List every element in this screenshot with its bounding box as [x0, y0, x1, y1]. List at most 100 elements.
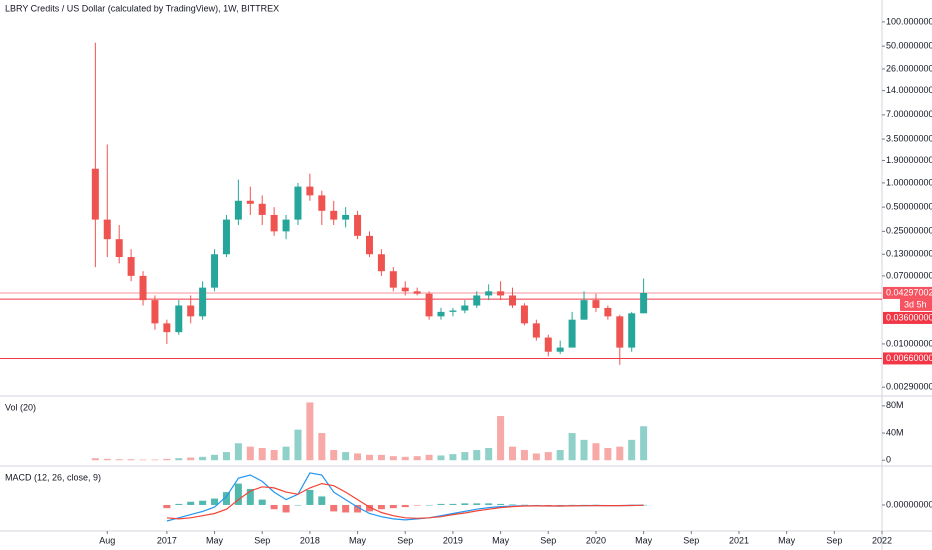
- x-tick-label: 2022: [872, 535, 892, 545]
- volume-bar: [592, 443, 600, 461]
- candle-body: [127, 257, 135, 276]
- volume-bar: [365, 454, 373, 461]
- macd-histogram-bar: [509, 504, 517, 505]
- x-tick-label: 2018: [300, 535, 320, 545]
- macd-histogram-bar: [389, 504, 397, 509]
- candle-body: [580, 300, 588, 320]
- x-tick-label: May: [206, 535, 224, 545]
- candle-body: [294, 186, 302, 220]
- macd-histogram-bar: [211, 498, 219, 505]
- candle-body: [377, 254, 385, 272]
- candle-body: [544, 337, 552, 352]
- y-tick-label: 1.90000000: [886, 155, 932, 165]
- volume-bar: [115, 459, 123, 461]
- macd-histogram-bar: [520, 504, 528, 506]
- macd-histogram-bar: [413, 504, 421, 506]
- candle-body: [389, 271, 397, 288]
- candle-body: [497, 291, 505, 296]
- macd-line: [166, 482, 644, 520]
- candle-body: [342, 214, 350, 220]
- last-price-label: 0.04297002: [886, 287, 932, 297]
- candle-body: [103, 219, 111, 240]
- volume-bar: [354, 453, 362, 461]
- candle-body: [365, 235, 373, 255]
- candle-body: [318, 195, 326, 211]
- volume-bar: [544, 452, 552, 461]
- volume-bar: [449, 454, 457, 461]
- candle-body: [139, 275, 147, 301]
- macd-histogram-bar: [199, 500, 207, 505]
- volume-bar: [568, 433, 576, 461]
- x-tick-label: 2020: [586, 535, 606, 545]
- volume-bar: [163, 458, 171, 461]
- level-box: [883, 311, 932, 324]
- level-label: 0.03600000: [886, 312, 932, 322]
- macd-histogram-bar: [318, 496, 326, 505]
- candle-body: [437, 311, 445, 317]
- x-tick-label: 2021: [729, 535, 749, 545]
- macd-histogram-bar: [270, 504, 278, 510]
- x-tick-label: May: [349, 535, 367, 545]
- x-tick-label: May: [635, 535, 653, 545]
- level-box: [883, 352, 932, 365]
- volume-bar: [199, 456, 207, 461]
- macd-histogram-bar: [354, 504, 362, 513]
- macd-histogram-bar: [377, 504, 385, 510]
- volume-bar: [509, 446, 517, 461]
- candle-body: [234, 200, 242, 220]
- candle-body: [640, 292, 648, 314]
- candle-body: [282, 219, 290, 232]
- candle-body: [520, 305, 528, 324]
- volume-bar: [282, 446, 290, 461]
- y-tick-label: 1.00000000: [886, 177, 932, 187]
- volume-bar: [306, 402, 314, 461]
- macd-histogram-bar: [246, 488, 254, 505]
- candle-body: [151, 300, 159, 324]
- volume-bar: [628, 439, 636, 461]
- volume-bar: [103, 458, 111, 461]
- candle-body: [604, 307, 612, 317]
- volume-bar: [437, 455, 445, 461]
- macd-histogram-bar: [187, 501, 195, 505]
- volume-bar: [187, 457, 195, 461]
- candle-body: [556, 347, 564, 352]
- volume-bar: [211, 454, 219, 461]
- countdown-box: [900, 298, 932, 311]
- y-tick-label: 0.01000000: [886, 338, 932, 348]
- y-tick-label: 0.25000000: [886, 226, 932, 236]
- macd-histogram-bar: [234, 483, 242, 505]
- candle-body: [473, 295, 481, 306]
- volume-bar: [389, 456, 397, 461]
- volume-bar: [377, 454, 385, 461]
- volume-bar: [294, 429, 302, 461]
- candle-body: [258, 203, 266, 215]
- candle-body: [461, 305, 469, 311]
- macd-histogram-bar: [175, 503, 183, 505]
- y-tick-label: 26.00000000: [886, 63, 932, 73]
- candle-body: [401, 287, 409, 292]
- y-tick-label: 50.00000000: [886, 40, 932, 50]
- volume-bar: [318, 433, 326, 461]
- y-tick-label: 14.00000000: [886, 85, 932, 95]
- macd-histogram-bar: [222, 492, 230, 505]
- macd-histogram-bar: [556, 504, 564, 506]
- x-tick-label: 2019: [443, 535, 463, 545]
- volume-bar: [640, 426, 648, 461]
- volume-bar: [139, 459, 147, 461]
- candle-body: [270, 214, 278, 232]
- last-price-box: [883, 286, 932, 299]
- candle-body: [330, 210, 338, 220]
- candle-body: [449, 310, 457, 312]
- candle-body: [211, 254, 219, 288]
- volume-bar: [330, 450, 338, 461]
- macd-histogram-bar: [282, 504, 290, 513]
- level-label: 0.00660000: [886, 353, 932, 363]
- macd-histogram-bar: [497, 503, 505, 505]
- volume-bar: [473, 450, 481, 461]
- x-tick-label: Sep: [826, 535, 842, 545]
- macd-histogram-bar: [294, 504, 302, 506]
- y-tick-label: 0.07000000: [886, 270, 932, 280]
- y-tick-label: 0.13000000: [886, 249, 932, 259]
- y-tick-label: 0.00000000: [886, 499, 932, 509]
- volume-bar: [342, 452, 350, 461]
